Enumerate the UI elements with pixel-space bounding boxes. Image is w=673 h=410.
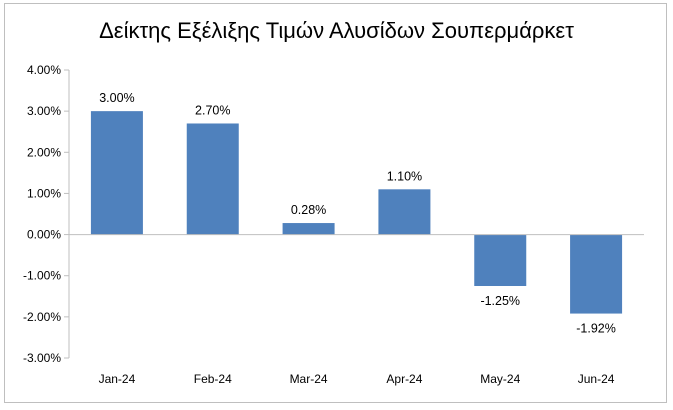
y-tick-label: 0.00% [27,228,61,242]
y-tick-label: -2.00% [23,310,61,324]
data-label: 0.28% [291,203,326,217]
x-axis: Jan-24 Feb-24 Mar-24 Apr-24 May-24 Jun-24 [69,234,644,386]
y-tick-label: 1.00% [27,186,61,200]
y-tick-label: -1.00% [23,269,61,283]
y-tick-label: 3.00% [27,104,61,118]
x-tick-label: Jan-24 [99,372,136,386]
bar [90,111,143,235]
bars [90,111,623,314]
bar [186,123,239,235]
data-label: -1.92% [576,322,616,336]
y-tick-label: 4.00% [27,63,61,77]
bar [282,223,335,235]
bar [570,234,623,314]
chart-title: Δείκτης Εξέλιξης Τιμών Αλυσίδων Σουπερμά… [99,18,574,43]
x-tick-label: May-24 [480,372,520,386]
x-tick-label: Mar-24 [290,372,328,386]
x-tick-label: Apr-24 [386,372,422,386]
data-label: 3.00% [99,91,134,105]
data-label: 1.10% [387,169,422,183]
bar [378,189,431,235]
y-tick-label: -3.00% [23,351,61,365]
x-tick-label: Jun-24 [578,372,615,386]
y-axis: 4.00% 3.00% 2.00% 1.00% 0.00% -1.00% -2.00% -3.… [23,63,70,365]
data-label: 2.70% [195,103,230,117]
bar [474,234,527,286]
y-tick-label: 2.00% [27,145,61,159]
data-label: -1.25% [480,294,520,308]
data-labels: 3.00% 2.70% 0.28% 1.10% -1.25% -1.92% [99,91,616,335]
x-tick-label: Feb-24 [194,372,232,386]
